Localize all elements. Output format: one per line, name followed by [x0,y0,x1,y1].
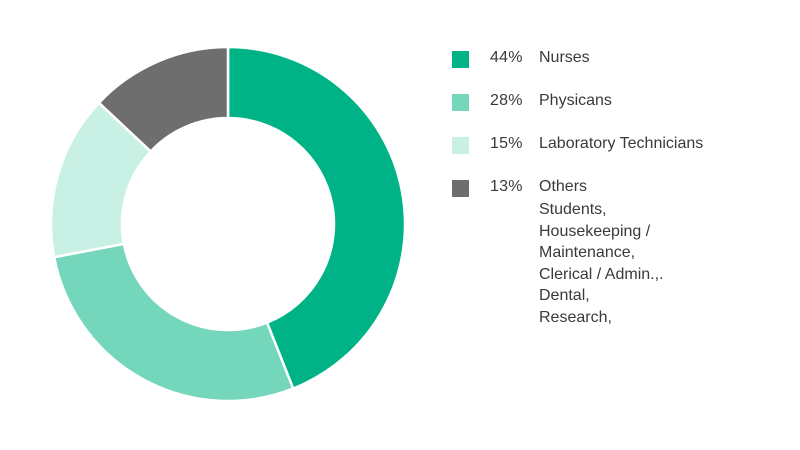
legend-swatch-laboratory-technicians [452,137,469,154]
legend-swatch-physicans [452,94,469,111]
legend-value-laboratory-technicians: 15% [490,135,523,152]
legend-item-laboratory-technicians: 15% Laboratory Technicians [452,133,792,176]
donut-slice-physicans [52,242,295,403]
legend-swatch-others [452,180,469,197]
donut-slice-others [97,45,230,154]
legend-label-others: Others [539,178,588,195]
others-breakdown-list: Students, Housekeeping / Maintenance, Cl… [539,199,663,328]
legend-item-physicans: 28% Physicans [452,90,792,133]
others-breakdown-item: Research, [539,308,612,326]
others-breakdown-item: Housekeeping / [539,222,651,240]
others-breakdown-item: Students, [539,201,607,218]
legend-value-others: 13% [490,178,523,195]
legend-value-physicans: 28% [490,92,523,109]
legend-label-nurses: Nurses [539,49,590,66]
others-breakdown-item: Dental, [539,287,590,304]
legend: 44% Nurses 28% Physicans 15% Laboratory … [452,47,792,326]
legend-swatch-nurses [452,51,469,68]
donut-svg [49,45,407,403]
donut-slice-nurses [226,45,407,391]
others-breakdown-item: Maintenance, [539,244,636,261]
others-breakdown-item: Clerical / Admin.,. [539,265,664,283]
legend-value-nurses: 44% [490,49,523,66]
legend-label-laboratory-technicians: Laboratory Technicians [539,135,704,152]
legend-item-nurses: 44% Nurses [452,47,792,90]
legend-label-physicans: Physicans [539,92,612,109]
